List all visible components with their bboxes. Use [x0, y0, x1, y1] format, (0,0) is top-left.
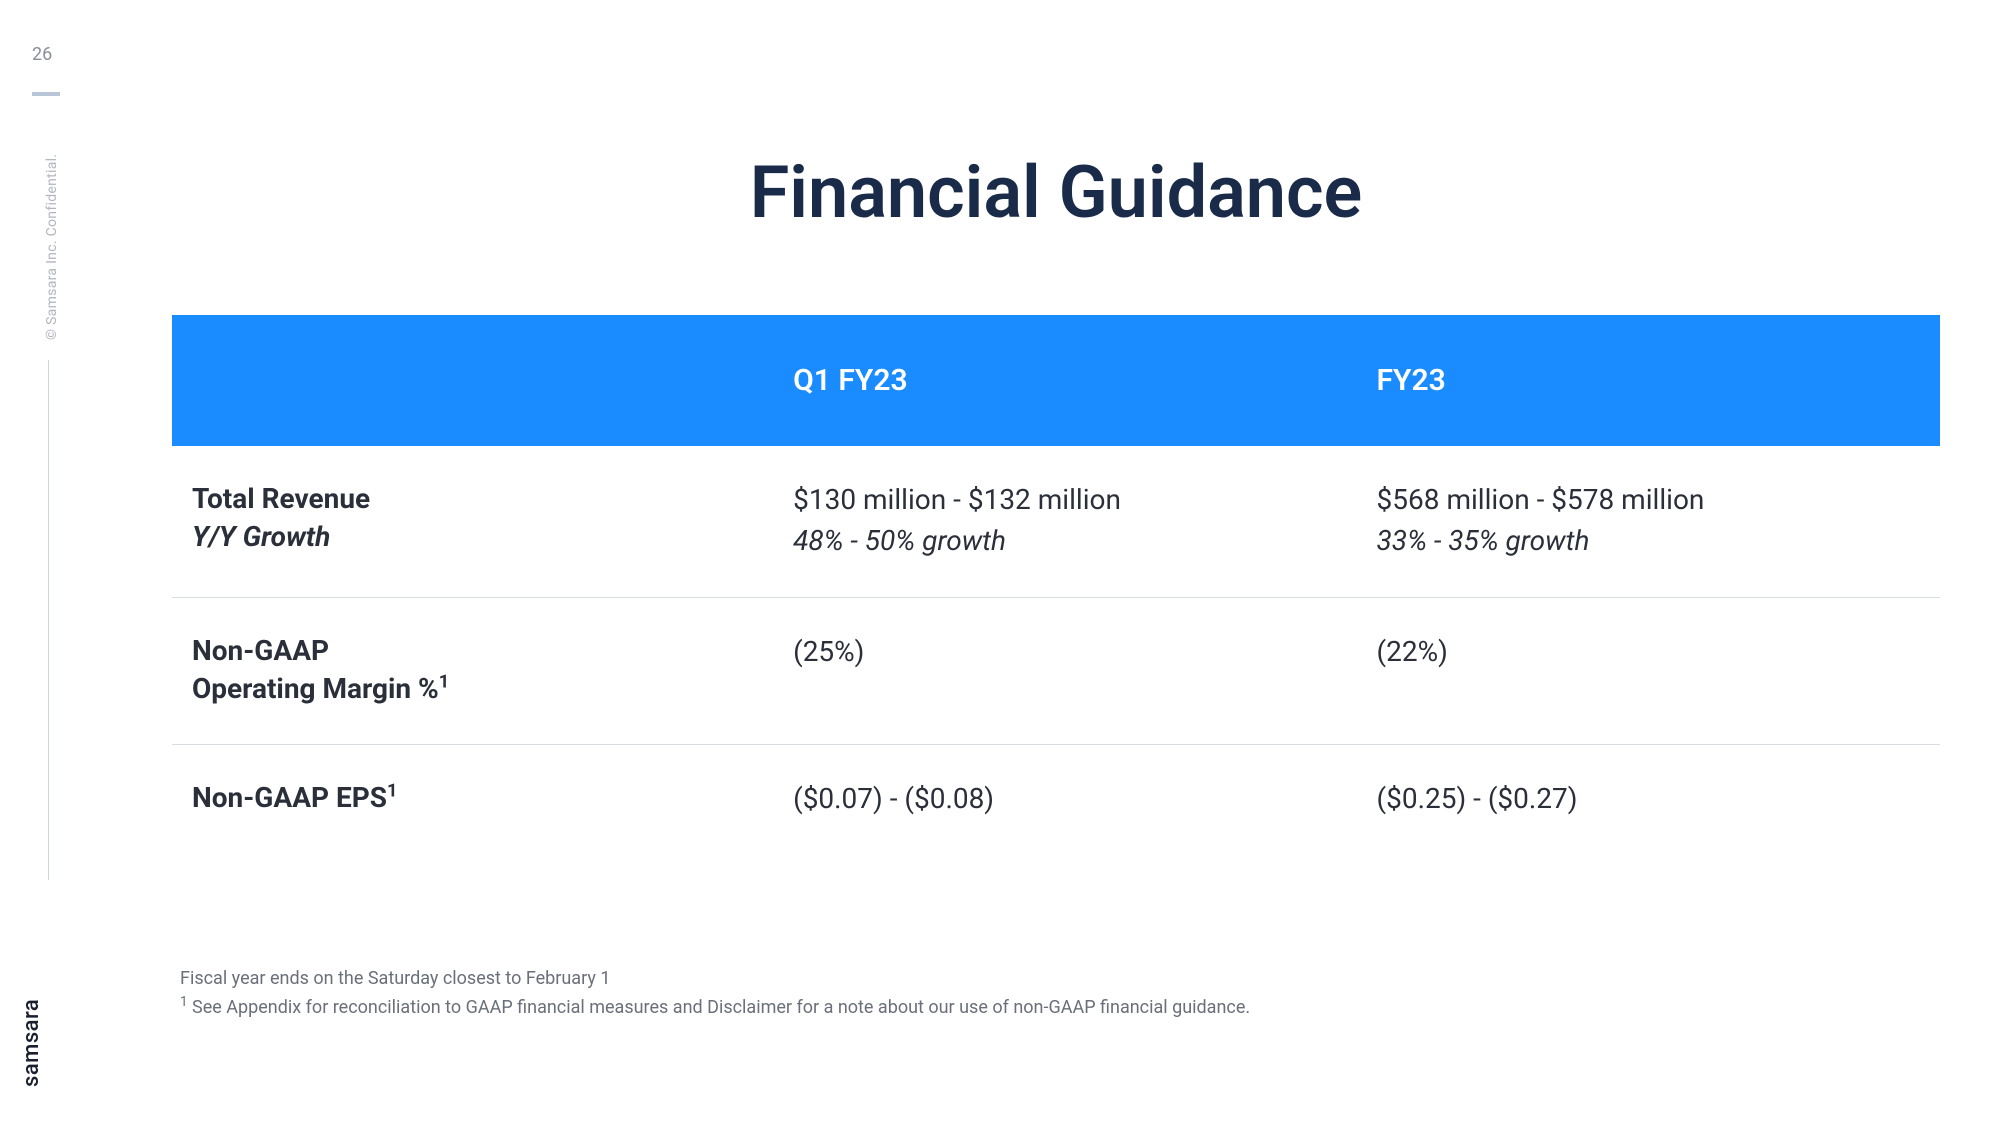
table-row: Non-GAAP Operating Margin %1 (25%) (22%) [172, 598, 1940, 745]
row-label-main: Non-GAAP EPS [192, 781, 387, 814]
cell-sub-value: 33% - 35% growth [1377, 521, 1920, 562]
footnote-sup: 1 [387, 780, 397, 801]
footnote-sup: 1 [439, 672, 449, 693]
page-title: Financial Guidance [172, 150, 1940, 235]
footnote-line-1: Fiscal year ends on the Saturday closest… [180, 965, 1940, 992]
footnotes: Fiscal year ends on the Saturday closest… [172, 965, 1940, 1021]
cell-sub-value: 48% - 50% growth [793, 521, 1336, 562]
table-header-blank [172, 315, 773, 446]
cell-fy-revenue: $568 million - $578 million 33% - 35% gr… [1357, 446, 1940, 598]
table-header-fy: FY23 [1357, 315, 1940, 446]
row-label-main: Non-GAAP [192, 634, 329, 667]
row-label-sub-plain: Operating Margin % [192, 672, 439, 705]
cell-main-value: $130 million - $132 million [793, 483, 1121, 516]
table-row: Total Revenue Y/Y Growth $130 million - … [172, 446, 1940, 598]
cell-fy-op-margin: (22%) [1357, 598, 1940, 745]
row-label-main: Total Revenue [192, 482, 370, 515]
footnote-text: See Appendix for reconciliation to GAAP … [188, 997, 1251, 1018]
footnote-line-2: 1 See Appendix for reconciliation to GAA… [180, 992, 1940, 1021]
table-row: Non-GAAP EPS1 ($0.07) - ($0.08) ($0.25) … [172, 744, 1940, 855]
row-label-sub: Y/Y Growth [192, 518, 753, 556]
cell-q1-eps: ($0.07) - ($0.08) [773, 744, 1356, 855]
accent-bar [32, 92, 60, 96]
financial-guidance-table: Q1 FY23 FY23 Total Revenue Y/Y Growth $1… [172, 315, 1940, 855]
confidential-label: © Samsara Inc. Confidential. [44, 154, 60, 340]
footnote-sup: 1 [180, 994, 188, 1010]
table-header-q1: Q1 FY23 [773, 315, 1356, 446]
row-label-eps: Non-GAAP EPS1 [172, 744, 773, 855]
page-number: 26 [32, 44, 52, 65]
table-header-row: Q1 FY23 FY23 [172, 315, 1940, 446]
cell-fy-eps: ($0.25) - ($0.27) [1357, 744, 1940, 855]
cell-q1-revenue: $130 million - $132 million 48% - 50% gr… [773, 446, 1356, 598]
brand-wordmark: samsara [19, 999, 44, 1087]
row-label-revenue: Total Revenue Y/Y Growth [172, 446, 773, 598]
vertical-rule [48, 360, 49, 880]
cell-main-value: $568 million - $578 million [1377, 483, 1705, 516]
row-label-op-margin: Non-GAAP Operating Margin %1 [172, 598, 773, 745]
cell-q1-op-margin: (25%) [773, 598, 1356, 745]
slide-content: Financial Guidance Q1 FY23 FY23 Total Re… [172, 0, 1940, 1125]
